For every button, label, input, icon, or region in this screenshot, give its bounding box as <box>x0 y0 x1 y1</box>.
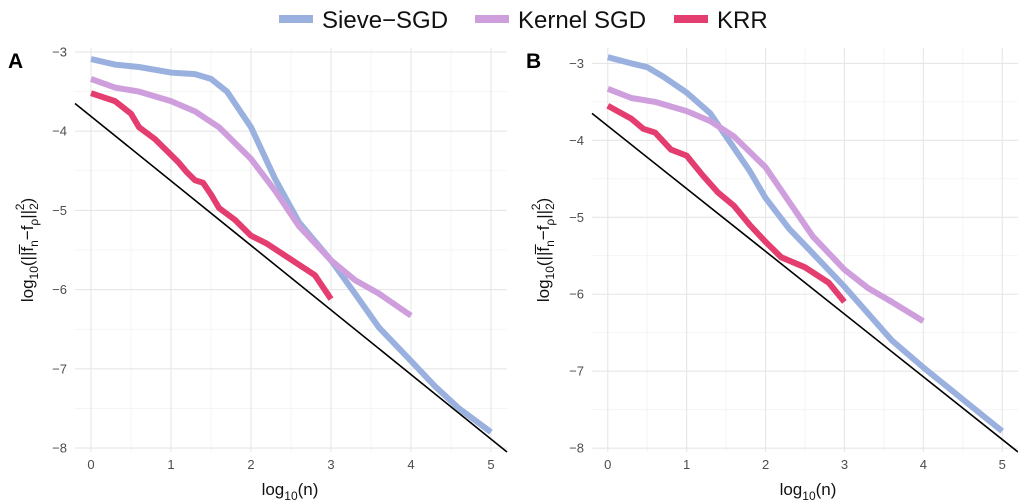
panel-a-x-tick-label: 0 <box>87 457 94 472</box>
panel-b-series-kernel-sgd <box>606 86 925 324</box>
panel-b-x-tick-label: 3 <box>841 457 848 472</box>
panel-b-y-tick-label: −5 <box>569 210 584 225</box>
panel-a-grid <box>75 48 507 452</box>
panel-a-x-tick-label: 1 <box>167 457 174 472</box>
panel-a-reference-line <box>74 102 508 453</box>
panel-b-series-sieve-sgd <box>607 54 1005 434</box>
panel-a-x-tick-label: 4 <box>407 457 414 472</box>
panel-a: A 0 1 2 3 4 5 −3 −4 −5 −6 −7 −8 log10(n) log10(||f̅… <box>8 44 508 502</box>
panel-a-y-tick-label: −8 <box>52 441 67 456</box>
panel-b-ticks: 0 1 2 3 4 5 −3 −4 −5 −6 −7 −8 <box>569 56 1006 472</box>
panel-a-series-sieve-sgd <box>90 56 493 435</box>
panel-b-label: B <box>526 50 541 73</box>
legend-label-sieve-sgd: Sieve−SGD <box>322 7 448 34</box>
panel-a-lines <box>74 56 508 453</box>
panel-b-grid <box>592 48 1018 452</box>
panel-a-x-tick-label: 5 <box>487 457 494 472</box>
panel-a-label: A <box>8 50 23 73</box>
panel-b-y-tick-label: −8 <box>569 441 584 456</box>
panel-a-y-tick-label: −5 <box>52 203 67 218</box>
panel-b: B 0 1 2 3 4 5 −3 −4 −5 −6 −7 −8 log10(n) log10(||f̅… <box>526 48 1018 502</box>
panel-a-x-tick-label: 3 <box>327 457 334 472</box>
panel-b-y-axis-title: log10(||f̅n−fρ||22) <box>529 198 557 302</box>
panel-b-y-tick-label: −7 <box>569 364 584 379</box>
panel-a-y-tick-label: −3 <box>52 44 67 59</box>
panel-b-x-tick-label: 5 <box>999 457 1006 472</box>
panel-b-series-krr <box>606 103 847 304</box>
panel-b-y-tick-label: −3 <box>569 56 584 71</box>
panel-b-y-tick-label: −6 <box>569 287 584 302</box>
panel-a-y-axis-title: log10(||f̅n−fρ||22) <box>13 198 41 302</box>
legend: Sieve−SGD Kernel SGD KRR <box>279 7 768 34</box>
panel-a-series-kernel-sgd <box>89 76 413 319</box>
panel-b-reference-line <box>591 112 1018 453</box>
panel-b-lines <box>591 54 1018 453</box>
svg-text:log10(||f̅n−fρ||22): log10(||f̅n−fρ||22) <box>13 198 41 302</box>
panel-b-x-axis-title: log10(n) <box>780 480 837 502</box>
panel-a-y-tick-label: −6 <box>52 282 67 297</box>
panel-a-y-tick-label: −4 <box>52 124 67 139</box>
panel-b-x-tick-label: 2 <box>762 457 769 472</box>
panel-a-x-tick-label: 2 <box>247 457 254 472</box>
panel-b-y-tick-label: −4 <box>569 133 584 148</box>
panel-a-ticks: 0 1 2 3 4 5 −3 −4 −5 −6 −7 −8 <box>52 44 494 472</box>
panel-a-x-axis-title: log10(n) <box>262 480 319 502</box>
panel-b-x-tick-label: 0 <box>604 457 611 472</box>
panel-a-series-krr <box>90 90 334 301</box>
legend-label-kernel-sgd: Kernel SGD <box>518 7 646 34</box>
legend-label-krr: KRR <box>717 7 768 34</box>
panel-b-x-tick-label: 1 <box>683 457 690 472</box>
panel-b-x-tick-label: 4 <box>920 457 927 472</box>
panel-a-y-tick-label: −7 <box>52 361 67 376</box>
svg-text:log10(||f̅n−fρ||22): log10(||f̅n−fρ||22) <box>529 198 557 302</box>
